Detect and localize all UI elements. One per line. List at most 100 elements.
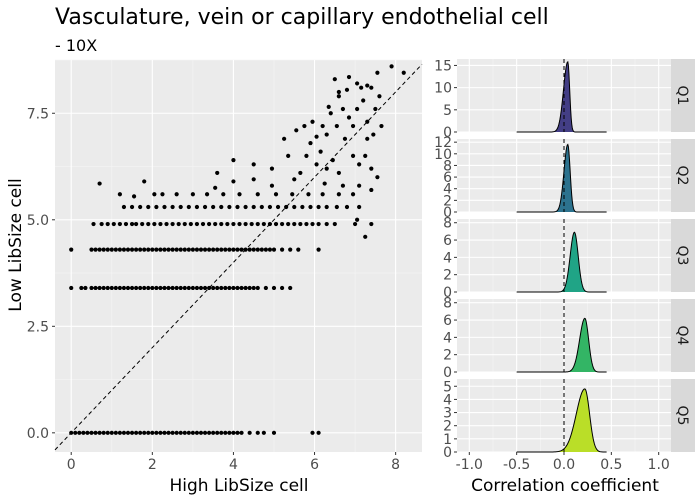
scatter-point <box>219 204 224 210</box>
scatter-point <box>93 285 98 291</box>
scatter-point <box>302 123 307 129</box>
scatter-point <box>198 285 204 291</box>
density-y-tick-label: 12 <box>434 135 452 151</box>
density-x-tick-label: -1.0 <box>456 457 483 473</box>
density-y-tick-label: 10 <box>434 81 452 97</box>
scatter-point <box>194 285 200 291</box>
scatter-point <box>211 247 216 252</box>
scatter-point <box>198 430 204 435</box>
density-y-tick-label: 15 <box>434 58 452 74</box>
scatter-point <box>340 183 346 188</box>
scatter-point <box>154 285 159 291</box>
scatter-point <box>150 430 155 435</box>
scatter-point <box>304 221 309 227</box>
scatter-point <box>292 204 297 210</box>
scatter-point <box>294 128 299 133</box>
scatter-point <box>211 204 216 210</box>
scatter-point <box>259 247 264 252</box>
scatter-point <box>162 204 167 210</box>
density-area-q4 <box>516 318 607 372</box>
scatter-point <box>194 204 200 210</box>
facet-strip <box>671 219 695 292</box>
scatter-point <box>314 162 319 167</box>
scatter-point <box>99 221 104 227</box>
scatter-point <box>371 132 376 137</box>
scatter-point <box>286 221 291 227</box>
scatter-point <box>152 192 157 197</box>
scatter-x-tick-label: 6 <box>310 457 319 473</box>
scatter-point <box>182 221 187 227</box>
scatter-point <box>308 140 313 146</box>
scatter-point <box>231 221 236 227</box>
scatter-point <box>162 430 167 435</box>
density-y-tick-label: 0 <box>443 205 452 221</box>
scatter-point <box>237 221 242 227</box>
scatter-point <box>324 221 329 227</box>
density-y-tick-label: 4 <box>443 250 452 266</box>
scatter-point <box>269 183 275 188</box>
scatter-point <box>89 430 94 435</box>
scatter-point <box>113 430 118 435</box>
scatter-point <box>336 192 341 197</box>
scatter-point <box>251 204 256 210</box>
density-x-axis-title: Correlation coefficient <box>471 476 659 496</box>
scatter-point <box>292 177 297 182</box>
scatter-y-tick-label: 0.0 <box>27 426 49 442</box>
scatter-point <box>310 119 315 124</box>
scatter-point <box>363 153 368 158</box>
scatter-point <box>361 98 366 103</box>
scatter-point <box>138 204 143 210</box>
scatter-point <box>129 430 135 435</box>
scatter-point <box>369 221 374 227</box>
density-curve-q4 <box>516 317 607 373</box>
scatter-point <box>101 430 106 435</box>
scatter-point <box>261 430 266 435</box>
scatter-point <box>365 136 370 141</box>
scatter-point <box>138 285 143 291</box>
scatter-point <box>352 221 358 227</box>
scatter-point <box>328 111 333 116</box>
scatter-point <box>225 221 230 227</box>
scatter-point <box>178 285 183 291</box>
density-y-tick-label: 5 <box>443 379 452 395</box>
scatter-point <box>206 430 212 435</box>
scatter-point <box>223 430 228 435</box>
scatter-point <box>255 192 260 197</box>
scatter-point <box>117 430 122 435</box>
scatter-point <box>93 247 98 252</box>
scatter-point <box>152 221 157 227</box>
scatter-point <box>288 285 293 291</box>
scatter-point <box>247 430 252 435</box>
scatter-point <box>162 285 167 291</box>
scatter-point <box>221 192 226 197</box>
density-y-tick-label: 0 <box>443 445 452 461</box>
scatter-point <box>158 285 163 291</box>
scatter-point <box>231 430 236 435</box>
scatter-point <box>227 247 232 252</box>
chart-title: Vasculature, vein or capillary endotheli… <box>55 5 549 30</box>
scatter-point <box>213 185 218 190</box>
scatter-point <box>355 217 360 222</box>
scatter-point <box>219 247 224 252</box>
scatter-point <box>69 285 74 291</box>
facet-strip <box>671 379 695 452</box>
scatter-point <box>346 74 352 80</box>
scatter-point <box>131 194 137 199</box>
scatter-point <box>109 430 114 435</box>
density-y-tick-label: 1 <box>443 432 452 448</box>
scatter-point <box>166 247 171 252</box>
scatter-point <box>158 430 163 435</box>
scatter-point <box>324 132 329 137</box>
scatter-point <box>314 134 319 139</box>
scatter-point <box>200 221 206 227</box>
scatter-point <box>142 179 147 184</box>
scatter-point <box>174 430 179 435</box>
scatter-point <box>111 221 116 227</box>
scatter-point <box>93 430 98 435</box>
scatter-point <box>316 221 321 227</box>
scatter-point <box>178 204 183 210</box>
scatter-point <box>69 247 74 252</box>
scatter-point <box>202 247 208 252</box>
scatter-point <box>308 204 313 210</box>
